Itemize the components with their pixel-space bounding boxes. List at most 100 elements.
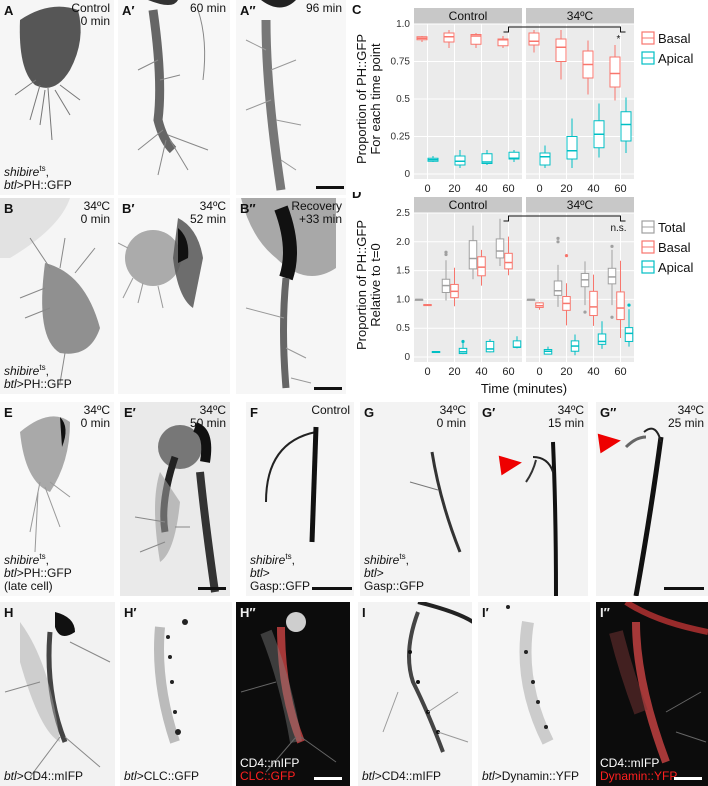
svg-text:2.5: 2.5 (396, 208, 410, 219)
genotype-label: btl>Dynamin::YFP (482, 769, 580, 783)
condition-label: Control (311, 403, 350, 417)
panel-label: I (362, 605, 366, 620)
panel-label: H″ (240, 605, 256, 620)
scale-bar (316, 186, 344, 189)
micrograph-cell-a-prime (137, 0, 209, 176)
scale-bar (314, 387, 342, 390)
svg-text:60: 60 (614, 366, 626, 378)
micrograph-cell-b-prime (118, 218, 203, 309)
panel-label: G (364, 405, 375, 420)
panel-label: A″ (240, 3, 256, 18)
micrograph-cell-e (20, 416, 71, 553)
svg-text:0: 0 (404, 352, 410, 363)
genotype-label: shibirets, btl> Gasp::GFP (250, 552, 311, 593)
condition-label: 34ºC 50 min (189, 403, 226, 430)
panel-label: A′ (122, 3, 135, 18)
micrograph-i (382, 602, 472, 753)
condition-label: 34ºC 15 min (547, 403, 584, 430)
micrograph-h-double-prime-overlay (240, 612, 337, 773)
panel-g-double-prime: G″ 34ºC 25 min (596, 402, 708, 596)
red-arrowhead-icon (597, 430, 623, 454)
panel-g-prime: G′ 34ºC 15 min (478, 402, 588, 596)
svg-text:Basal: Basal (658, 31, 691, 46)
panel-label: E′ (124, 405, 136, 420)
svg-text:Basal: Basal (658, 240, 691, 255)
micrograph-cell-e-prime (134, 422, 219, 593)
svg-text:Apical: Apical (658, 260, 694, 275)
condition-label: Recovery +33 min (291, 199, 342, 226)
svg-text:Apical: Apical (658, 51, 694, 66)
micrograph-cell-a (14, 6, 81, 141)
genotype-label: btl>CD4::mIFP (362, 769, 442, 783)
micrograph-gasp-g (409, 451, 462, 553)
micrograph-gasp-f (265, 426, 319, 543)
panel-label: I″ (600, 605, 610, 620)
scale-bar (314, 777, 342, 780)
micrograph-h (4, 612, 111, 778)
svg-text:n.s.: n.s. (610, 223, 626, 234)
svg-text:0: 0 (424, 183, 430, 192)
micrograph-cell-b (0, 198, 100, 384)
micrograph-cell-b-double-prime (241, 198, 336, 389)
condition-label: 34ºC 52 min (189, 199, 226, 226)
scale-bar (674, 777, 702, 780)
panel-g: G 34ºC 0 min shibirets, btl> Gasp::GFP (360, 402, 470, 596)
panel-label: B (4, 201, 14, 216)
svg-text:0.75: 0.75 (391, 57, 411, 68)
scale-bar (198, 587, 226, 590)
panel-i: I btl>CD4::mIFP (358, 602, 472, 786)
micrograph-gasp-g-prime (525, 441, 558, 596)
svg-text:Total: Total (658, 220, 686, 235)
svg-text:0: 0 (536, 366, 542, 378)
genotype-label: shibirets, btl>PH::GFP (4, 164, 72, 192)
svg-text:20: 20 (448, 366, 460, 378)
panel-i-prime: I′ btl>Dynamin::YFP (478, 602, 590, 786)
panel-h-double-prime: H″ CD4::mIFP CLC::GFP (236, 602, 350, 786)
genotype-label: btl>CLC::GFP (124, 769, 200, 783)
panel-h-prime: H′ btl>CLC::GFP (120, 602, 232, 786)
svg-text:1.5: 1.5 (396, 266, 410, 277)
condition-label: 34ºC 0 min (80, 403, 110, 430)
svg-text:20: 20 (560, 366, 572, 378)
overlay-legend: CD4::mIFP CLC::GFP (240, 756, 300, 783)
svg-text:60: 60 (614, 183, 626, 192)
svg-text:0: 0 (404, 169, 410, 180)
svg-text:40: 40 (587, 366, 599, 378)
svg-text:*: * (617, 34, 621, 45)
panel-label: A (4, 3, 14, 18)
micrograph-gasp-g-double-prime (624, 427, 664, 596)
genotype-label: btl>CD4::mIFP (4, 769, 84, 783)
scale-bar (664, 587, 704, 590)
svg-text:20: 20 (560, 183, 572, 192)
svg-text:0: 0 (536, 183, 542, 192)
svg-text:0: 0 (424, 366, 430, 378)
svg-text:Time (minutes): Time (minutes) (481, 381, 567, 396)
panel-label: B′ (122, 201, 135, 216)
genotype-label: shibirets, btl>PH::GFP (4, 363, 72, 391)
condition-label: 34ºC 0 min (80, 199, 110, 226)
svg-text:60: 60 (502, 183, 514, 192)
panel-a-prime: A′ 60 min (118, 0, 230, 195)
svg-text:40: 40 (475, 183, 487, 192)
panel-i-double-prime: I″ CD4::mIFP Dynamin::YFP (596, 602, 708, 786)
panel-label: H (4, 605, 14, 620)
scale-bar (312, 587, 352, 590)
svg-text:0.25: 0.25 (391, 132, 411, 143)
svg-text:34ºC: 34ºC (567, 198, 594, 212)
red-arrowhead-icon (498, 452, 524, 476)
condition-label: 34ºC 25 min (667, 403, 704, 430)
panel-a: A Control 0 min shibirets, btl>PH::GFP (0, 0, 114, 195)
panel-label: H′ (124, 605, 137, 620)
svg-text:40: 40 (587, 183, 599, 192)
panel-label: G″ (600, 405, 617, 420)
panel-h: H btl>CD4::mIFP (0, 602, 115, 786)
condition-label: Control 0 min (71, 1, 110, 28)
svg-text:60: 60 (502, 366, 514, 378)
panel-e: E 34ºC 0 min shibirets, btl>PH::GFP (lat… (0, 402, 114, 596)
panel-f: F Control shibirets, btl> Gasp::GFP (246, 402, 354, 596)
panel-label: I′ (482, 605, 489, 620)
svg-text:2.0: 2.0 (396, 237, 410, 248)
panel-b-prime: B′ 34ºC 52 min (118, 198, 230, 394)
panel-label: B″ (240, 201, 256, 216)
